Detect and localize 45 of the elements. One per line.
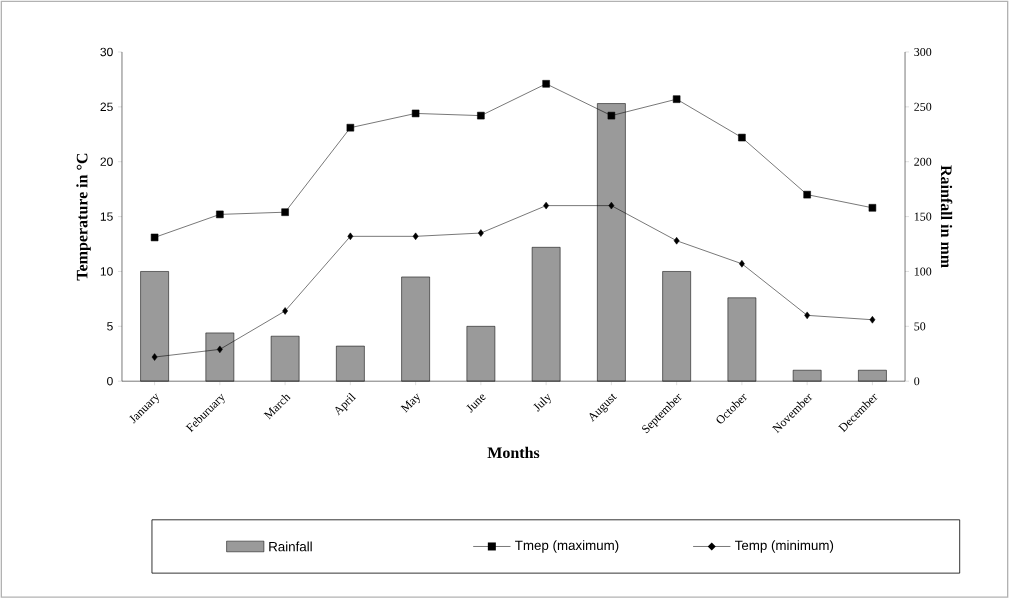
point xyxy=(607,111,616,120)
point xyxy=(281,208,289,216)
y-tick-label: 30 xyxy=(100,47,113,57)
legend-label: Rainfall xyxy=(269,541,312,552)
point xyxy=(477,111,485,120)
x-tick-label: May xyxy=(400,393,421,413)
x-tick-label: July xyxy=(533,393,551,412)
y2-tick-label: 200 xyxy=(914,157,932,166)
point xyxy=(216,345,223,353)
y-tick-label: 0 xyxy=(107,376,113,386)
y-tick-label: 25 xyxy=(100,102,113,111)
point xyxy=(346,123,355,132)
y2-tick-label: 150 xyxy=(914,212,932,221)
y-tick-label: 5 xyxy=(107,321,113,331)
point xyxy=(672,95,681,103)
y-tick-label: 20 xyxy=(100,157,113,166)
y2-tick-label: 50 xyxy=(914,322,926,331)
point xyxy=(673,236,680,245)
y2-tick-label: 300 xyxy=(914,47,932,56)
legend-label: Tmep (maximum) xyxy=(515,540,619,553)
y-tick-label: 10 xyxy=(100,266,113,276)
point xyxy=(478,229,484,237)
point xyxy=(411,109,420,117)
y2-tick-label: 0 xyxy=(914,376,920,386)
y-tick-label: 15 xyxy=(100,212,113,221)
point xyxy=(803,190,811,199)
point xyxy=(347,232,354,240)
x-tick-label: June xyxy=(466,394,486,413)
point xyxy=(216,210,224,218)
y-axis-title: Temperature in °C xyxy=(76,153,91,281)
legend-label: Temp (minimum) xyxy=(734,540,834,553)
point xyxy=(804,311,811,319)
point xyxy=(738,133,746,142)
point xyxy=(151,353,158,361)
y2-tick-label: 250 xyxy=(914,102,932,111)
point xyxy=(150,233,159,241)
point xyxy=(869,315,876,324)
y2-axis-title: Rainfall in mm xyxy=(940,165,953,268)
point xyxy=(608,201,615,210)
point xyxy=(282,307,288,315)
point xyxy=(412,232,419,240)
y2-tick-label: 100 xyxy=(914,267,932,276)
point xyxy=(542,79,550,88)
x-axis-title: Months xyxy=(487,446,540,458)
point xyxy=(868,203,877,212)
